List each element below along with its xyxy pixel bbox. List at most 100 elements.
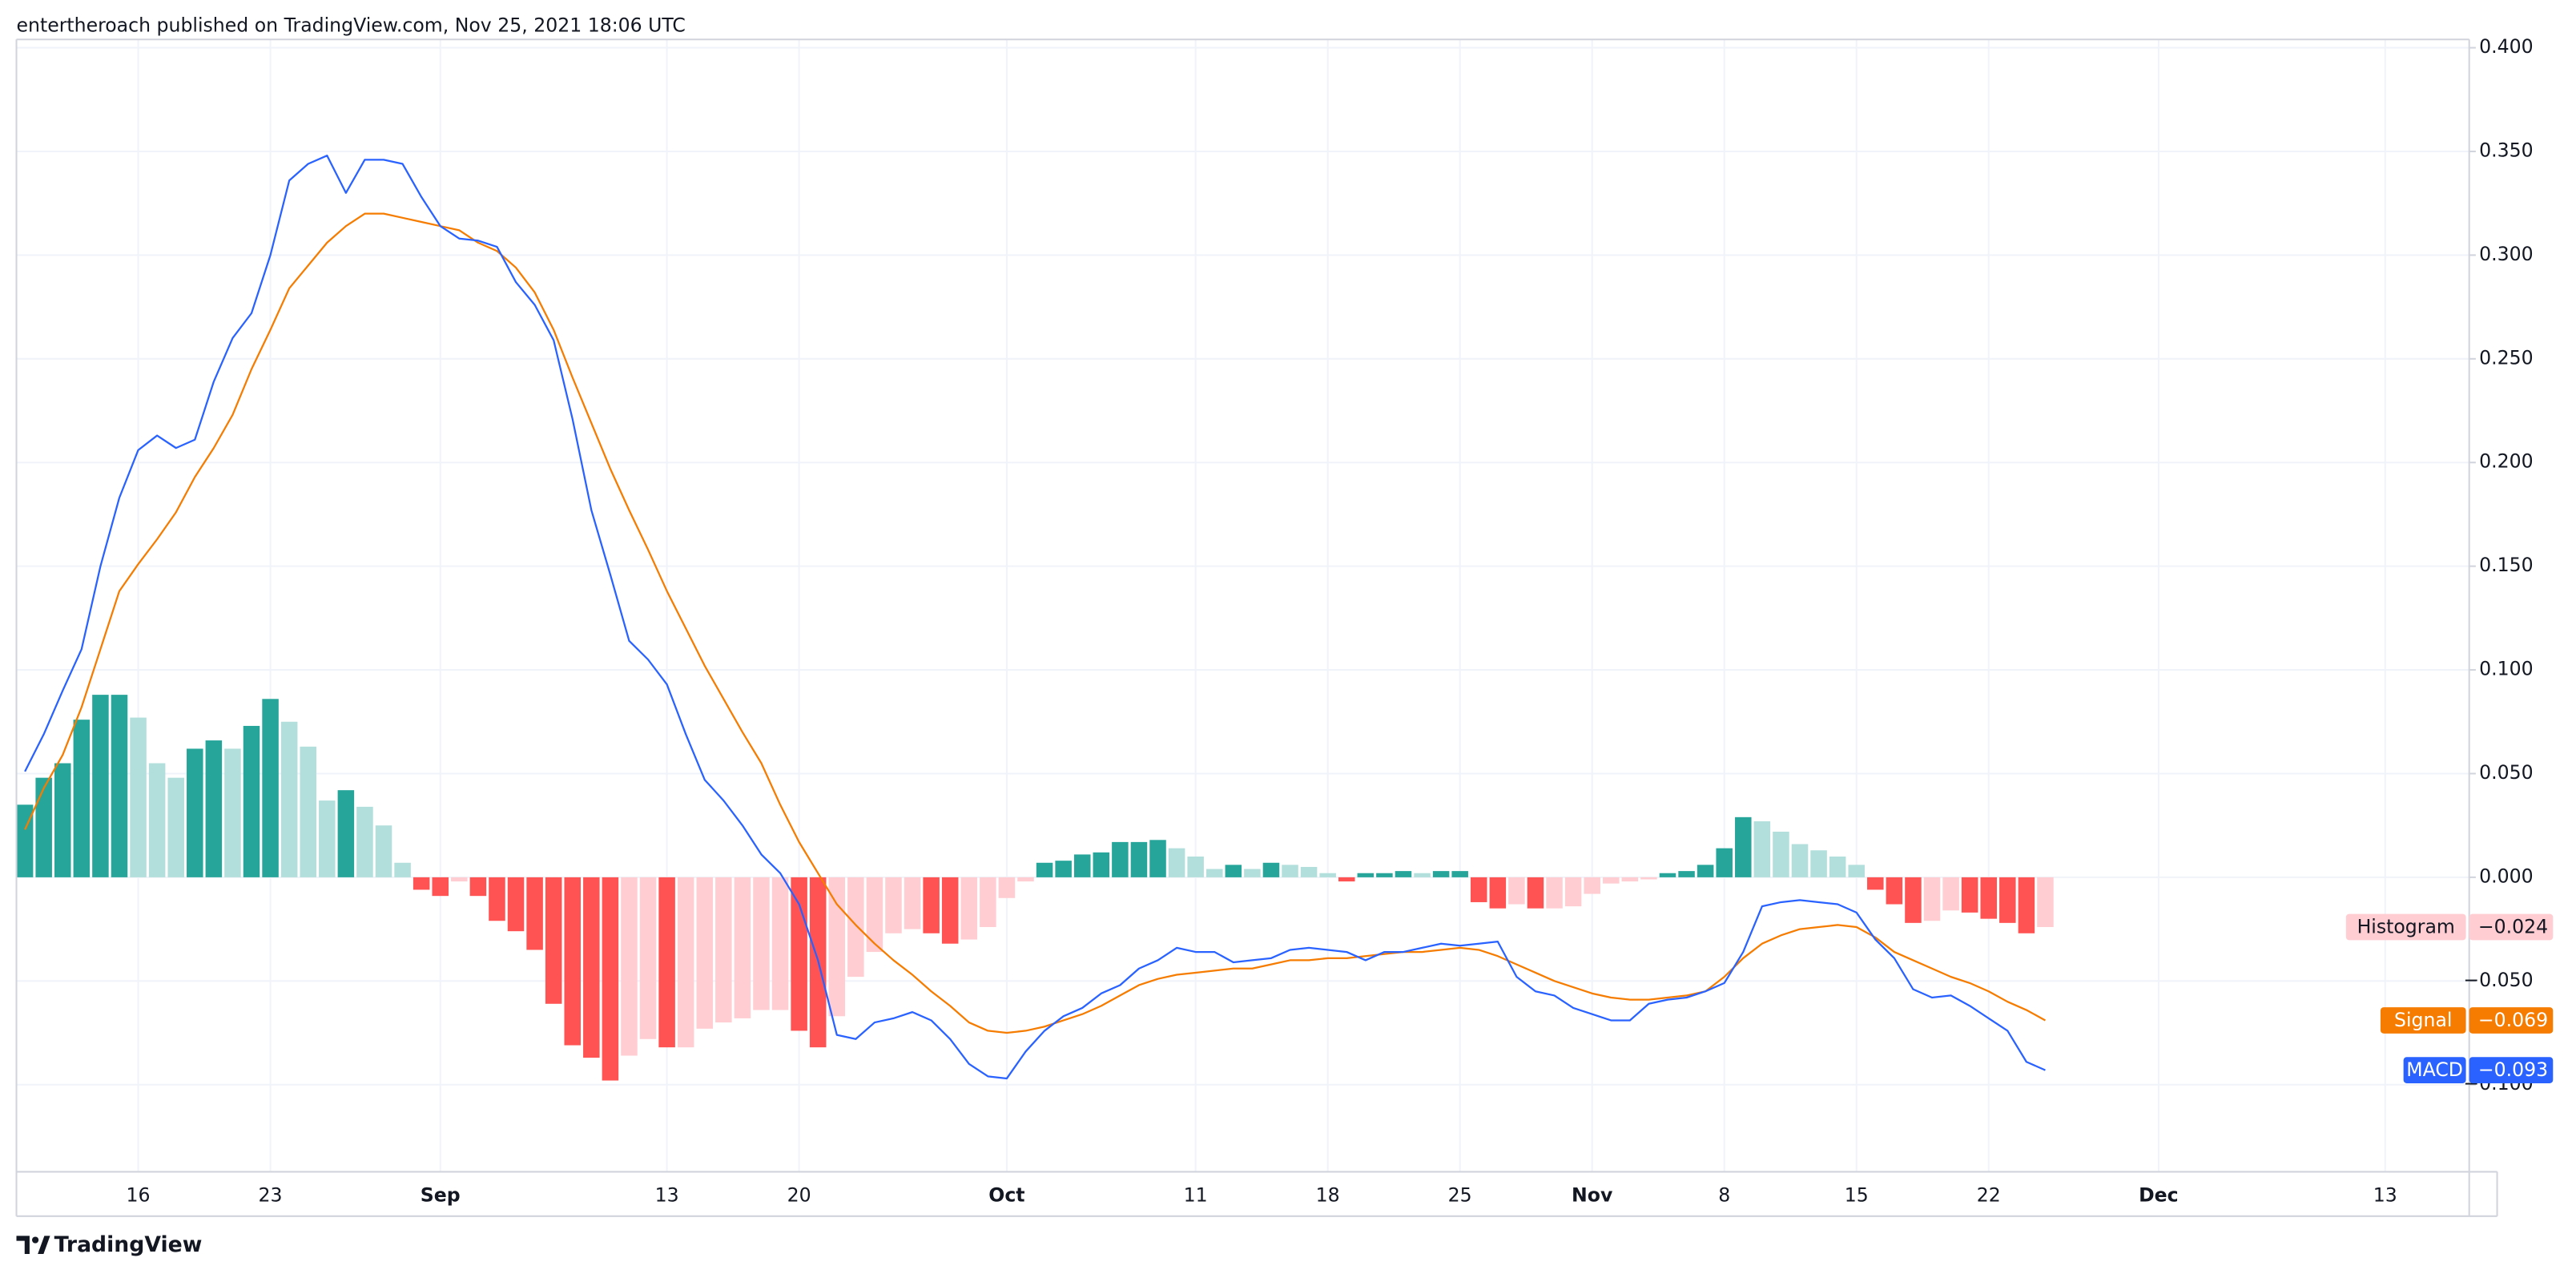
histogram-bar <box>1546 877 1563 909</box>
histogram-bar <box>1319 873 1336 877</box>
x-tick-label: Dec <box>2139 1184 2179 1207</box>
histogram-bar <box>866 877 883 953</box>
histogram-bar <box>1432 871 1450 877</box>
histogram-bar <box>1112 841 1129 877</box>
y-tick-label: 0.000 <box>2479 865 2533 887</box>
histogram-bar <box>904 877 921 929</box>
histogram-bar <box>187 748 203 877</box>
histogram-bar <box>1773 831 1789 877</box>
logo-shape <box>38 1236 50 1254</box>
y-tick-label: 0.050 <box>2479 761 2533 784</box>
histogram-bar <box>1640 877 1657 880</box>
histogram-bar <box>1225 865 1242 877</box>
badge-value: −0.024 <box>2478 916 2548 938</box>
x-tick-label: Sep <box>421 1184 461 1207</box>
histogram-bar <box>1584 877 1600 894</box>
histogram-bar <box>734 877 751 1018</box>
badge-name-box <box>2345 913 2466 941</box>
histogram-bar <box>998 877 1016 898</box>
y-tick-label: 0.100 <box>2479 658 2533 680</box>
histogram-bar <box>1244 869 1261 877</box>
footer-brand: TradingView <box>54 1232 203 1257</box>
histogram-bar <box>205 740 223 877</box>
histogram-bar <box>1659 873 1676 877</box>
histogram-bar <box>545 877 562 1004</box>
x-tick-label: Oct <box>988 1184 1024 1207</box>
histogram-bar <box>658 877 675 1048</box>
histogram-bar <box>1603 877 1620 884</box>
histogram-bar <box>1282 865 1298 877</box>
histogram-bar <box>2037 877 2054 928</box>
histogram-bar <box>1338 877 1355 882</box>
histogram-bar <box>1073 854 1091 877</box>
histogram-bar <box>1093 852 1110 877</box>
histogram-bar <box>602 877 619 1081</box>
badges: Histogram −0.024 Signal −0.069 MACD −0.093 <box>2345 913 2554 1084</box>
histogram-bar <box>1923 877 1941 921</box>
histogram-bar <box>167 777 184 877</box>
x-tick-label: 11 <box>1184 1184 1208 1207</box>
histogram-bar <box>1867 877 1884 890</box>
histogram-bar <box>1980 877 1997 919</box>
histogram-bar <box>1678 871 1695 877</box>
histogram-bar <box>1886 877 1903 905</box>
badge-value-box <box>2469 1057 2554 1084</box>
histogram-bar <box>621 877 638 1056</box>
histogram-bar <box>1489 877 1507 909</box>
x-tick-label: 20 <box>787 1184 811 1207</box>
badge-value: −0.069 <box>2478 1009 2548 1031</box>
histogram-bar <box>1564 877 1582 907</box>
histogram-bar <box>885 877 902 933</box>
histogram-bar <box>507 877 525 932</box>
histogram-bar <box>413 877 430 890</box>
histogram-bar <box>1451 871 1468 877</box>
histogram-bar <box>1999 877 2016 923</box>
histogram-bar <box>1168 848 1185 877</box>
histogram-bar <box>696 877 714 1029</box>
badge-name-box <box>2403 1057 2466 1084</box>
histogram-bar <box>1149 840 1166 877</box>
histogram-bar <box>639 877 657 1039</box>
x-tick-label: Nov <box>1572 1184 1613 1207</box>
histogram-bar <box>337 790 355 877</box>
x-tick-label: 16 <box>127 1184 151 1207</box>
histogram-bar <box>1357 873 1375 877</box>
histogram-bar <box>1905 877 1922 923</box>
histogram-bar <box>280 721 298 877</box>
histogram-bar <box>451 877 468 882</box>
logo-shape <box>31 1236 39 1244</box>
badge-name: Histogram <box>2357 916 2455 938</box>
marks <box>16 155 2054 1081</box>
histogram-bar <box>791 877 807 1031</box>
series-line <box>24 212 2047 1034</box>
x-tick-label: 15 <box>1845 1184 1869 1207</box>
histogram-bar <box>1753 821 1771 877</box>
badge-name-box <box>2380 1007 2466 1034</box>
histogram-bar <box>319 800 336 877</box>
histogram-bar <box>73 720 91 877</box>
histogram-bar <box>1205 869 1223 877</box>
histogram-bar <box>526 877 543 950</box>
histogram-bar <box>1376 873 1393 877</box>
y-tick-label: 0.350 <box>2479 139 2533 161</box>
header-text: entertheroach published on TradingView.c… <box>17 14 686 36</box>
y-tick-label: 0.400 <box>2479 35 2533 58</box>
histogram-bar <box>1036 862 1053 877</box>
histogram-bar <box>394 862 411 877</box>
histogram-bar <box>1621 877 1639 882</box>
histogram-bar <box>148 763 166 877</box>
histogram-bar <box>1395 871 1412 877</box>
histogram-bar <box>677 877 694 1048</box>
histogram-bar <box>715 877 732 1023</box>
x-tick-label: 25 <box>1448 1184 1472 1207</box>
x-tick-label: 13 <box>2373 1184 2397 1207</box>
histogram-bar <box>1527 877 1544 909</box>
histogram-bar <box>111 695 128 877</box>
histogram-bar <box>583 877 600 1058</box>
x-tick-label: 23 <box>259 1184 283 1207</box>
histogram-bar <box>828 877 846 1017</box>
histogram-bar <box>1810 850 1827 877</box>
histogram-bar <box>262 699 279 877</box>
